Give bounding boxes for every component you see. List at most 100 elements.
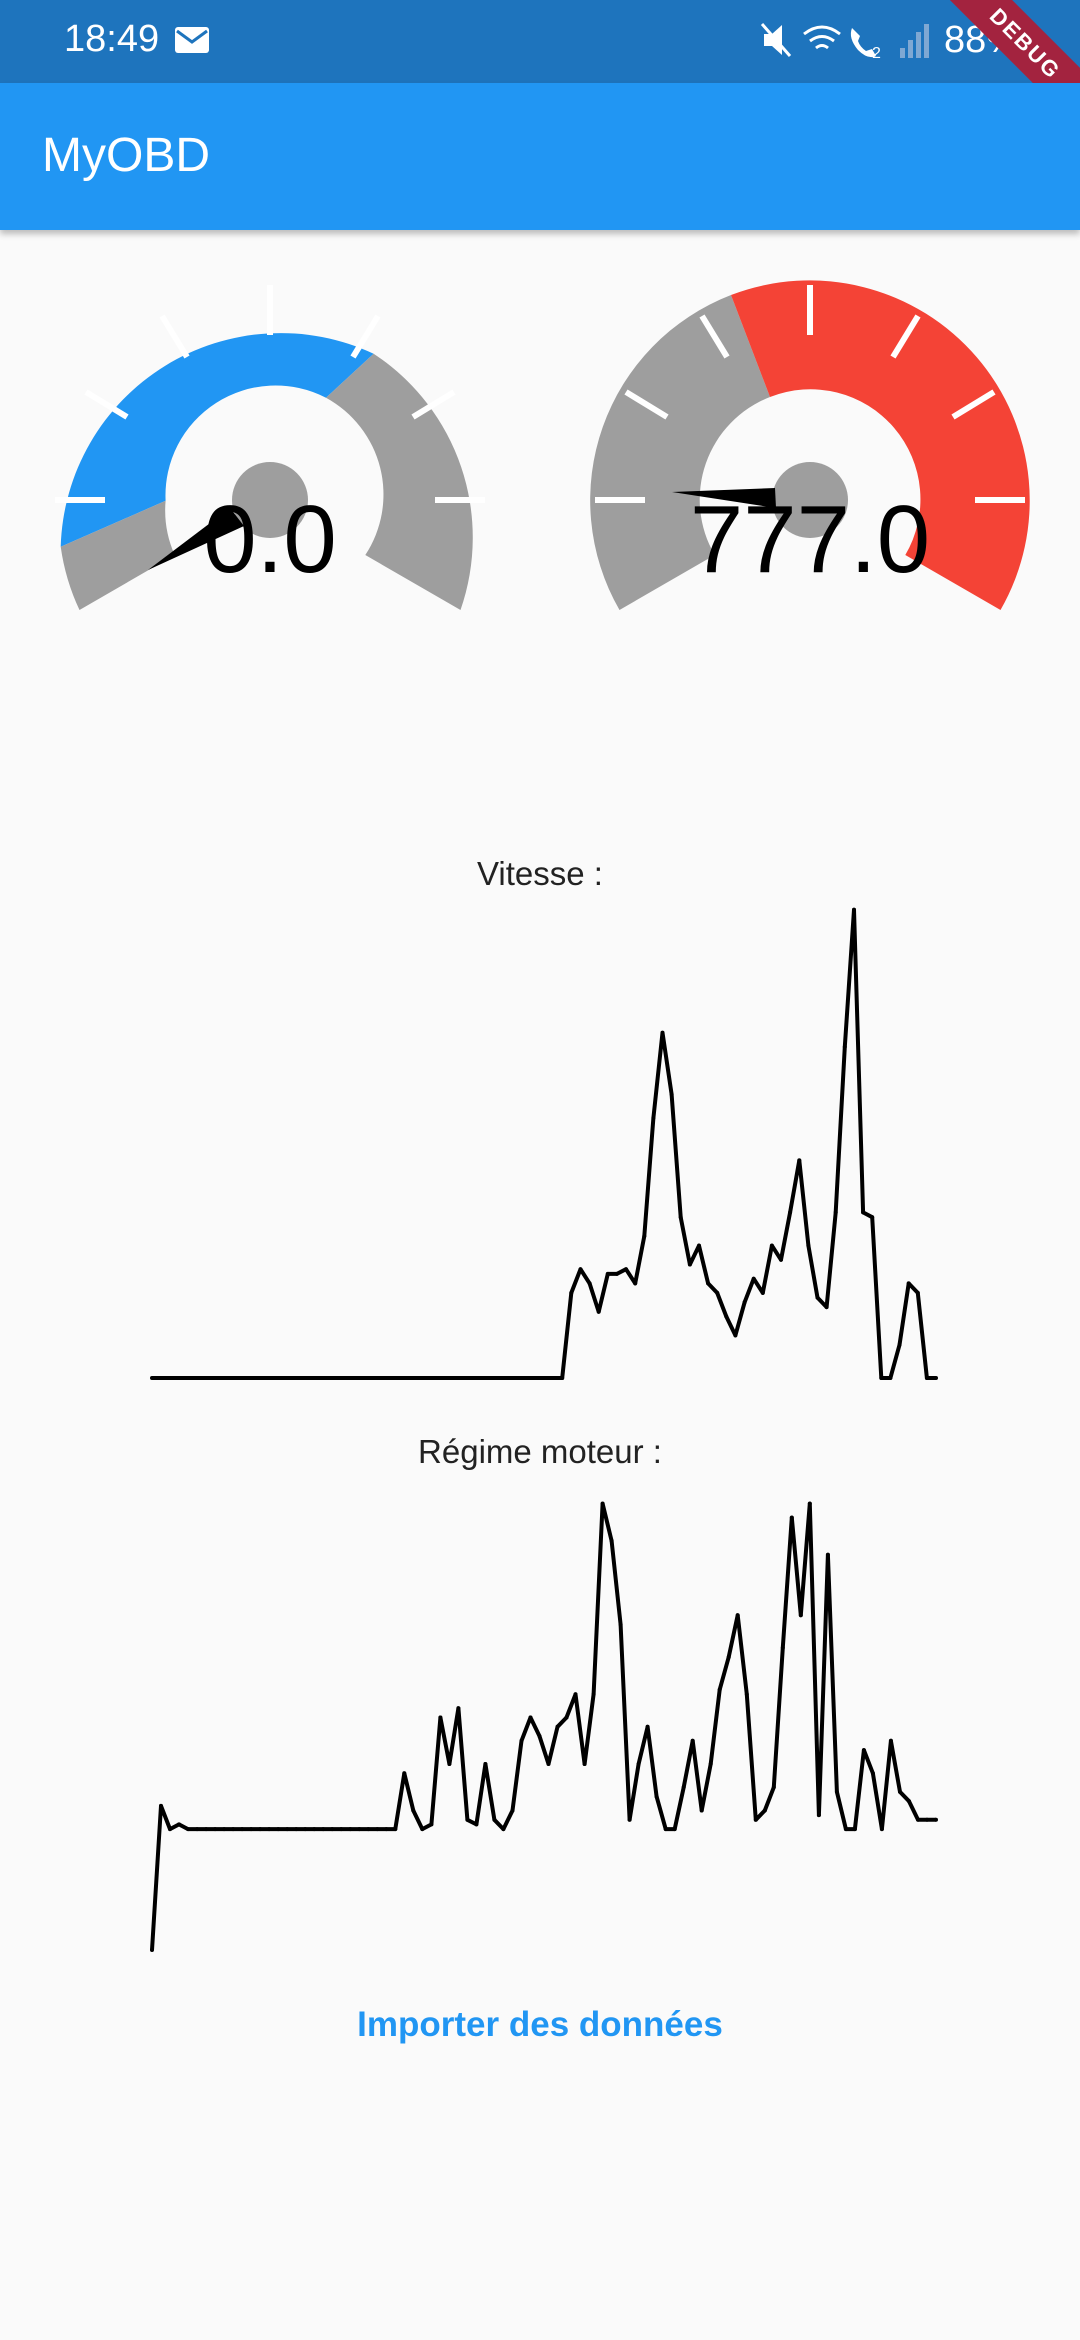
speed-chart-point xyxy=(259,1376,264,1380)
rpm-chart-point xyxy=(348,1827,353,1832)
speed-chart-point xyxy=(286,1376,291,1380)
speed-chart-point xyxy=(596,1309,601,1314)
speed-chart-point xyxy=(678,1215,683,1220)
rpm-chart-point xyxy=(870,1771,875,1776)
rpm-gauge: 777.0 xyxy=(580,270,1040,630)
speed-chart-point xyxy=(578,1267,583,1272)
rpm-chart-point xyxy=(231,1827,236,1832)
rpm-chart-point xyxy=(267,1827,272,1832)
speed-chart-point xyxy=(396,1376,401,1380)
speed-gauge-needle xyxy=(148,508,244,570)
rpm-chart-point xyxy=(465,1817,470,1822)
wifi-call-icon: 2 xyxy=(850,28,881,62)
rpm-chart-point xyxy=(555,1724,560,1729)
rpm-chart-point xyxy=(294,1827,299,1832)
wifi-icon xyxy=(803,25,841,50)
speed-chart-point xyxy=(496,1376,501,1380)
speed-chart-point xyxy=(724,1314,729,1319)
speed-chart-point xyxy=(915,1290,920,1295)
rpm-chart-point xyxy=(771,1785,776,1790)
speed-chart-point xyxy=(642,1234,647,1239)
speed-chart-point xyxy=(815,1295,820,1300)
speed-chart-point xyxy=(806,1243,811,1248)
speed-chart-point xyxy=(350,1376,355,1380)
speed-chart-point xyxy=(387,1376,391,1380)
speed-chart-point xyxy=(487,1376,492,1380)
rpm-chart-point xyxy=(609,1538,614,1543)
speed-chart-point xyxy=(414,1376,419,1380)
speed-chart-point xyxy=(186,1376,191,1380)
speed-chart-point xyxy=(314,1376,319,1380)
speed-chart-point xyxy=(888,1376,893,1380)
rpm-chart-point xyxy=(699,1808,704,1813)
rpm-chart-point xyxy=(249,1827,254,1832)
import-data-button[interactable]: Importer des données xyxy=(357,2005,723,2044)
speed-gauge-hub xyxy=(232,462,308,538)
rpm-chart-title: Régime moteur : xyxy=(418,1433,662,1470)
speed-chart-point xyxy=(760,1290,765,1295)
rpm-chart-point xyxy=(816,1813,821,1818)
speed-chart-point xyxy=(232,1376,236,1380)
speed-chart-point xyxy=(687,1262,692,1267)
svg-text:2: 2 xyxy=(872,45,881,62)
rpm-chart-point xyxy=(888,1738,893,1743)
rpm-chart-point xyxy=(312,1827,317,1832)
speed-chart-point xyxy=(368,1376,373,1380)
speed-chart-point xyxy=(241,1376,246,1380)
rpm-chart-point xyxy=(240,1827,245,1832)
rpm-chart-point xyxy=(492,1817,497,1822)
rpm-chart-point xyxy=(420,1827,425,1832)
rpm-chart-point xyxy=(546,1762,551,1766)
rpm-chart-point xyxy=(591,1692,596,1697)
rpm-chart-point xyxy=(204,1827,209,1832)
rpm-chart-point xyxy=(537,1734,542,1739)
rpm-chart-point xyxy=(916,1817,920,1822)
speed-chart-point xyxy=(614,1271,619,1276)
status-time: 18:49 xyxy=(64,18,160,60)
rpm-chart-point xyxy=(357,1827,362,1832)
speed-chart-title: Vitesse : xyxy=(477,855,603,892)
rpm-chart-point xyxy=(321,1827,326,1832)
speed-chart-point xyxy=(295,1376,300,1380)
rpm-chart-point xyxy=(402,1771,407,1776)
rpm-chart-point xyxy=(681,1785,686,1790)
rpm-chart-point xyxy=(636,1762,641,1766)
rpm-chart-series-line xyxy=(150,1501,936,1951)
rpm-chart-point xyxy=(474,1822,479,1827)
speed-chart-point xyxy=(332,1376,337,1380)
speed-chart-point xyxy=(879,1376,884,1380)
speed-chart-point xyxy=(423,1376,428,1380)
speed-chart-point xyxy=(542,1376,546,1380)
rpm-chart-point xyxy=(411,1808,416,1813)
rpm-chart-point xyxy=(717,1687,722,1692)
speed-chart-point xyxy=(213,1376,218,1380)
rpm-chart-point xyxy=(168,1827,172,1832)
rpm-chart-point xyxy=(393,1827,398,1832)
speed-chart-point xyxy=(341,1376,346,1380)
rpm-chart-point xyxy=(429,1822,434,1827)
rpm-chart-point xyxy=(456,1706,461,1711)
rpm-chart-point xyxy=(934,1817,938,1822)
rpm-chart-point xyxy=(825,1552,830,1557)
speed-gauge-ticks xyxy=(55,285,485,503)
speed-value: 0.0 xyxy=(203,486,337,593)
speed-chart-point xyxy=(733,1333,738,1338)
speed-chart-point xyxy=(305,1376,309,1380)
mail-icon xyxy=(175,27,209,53)
speed-chart-point xyxy=(897,1342,902,1347)
speed-chart-point xyxy=(742,1300,747,1305)
rpm-chart-point xyxy=(519,1738,524,1743)
speed-chart-point xyxy=(842,1044,847,1049)
speed-chart-point xyxy=(195,1376,200,1380)
app-title: MyOBD xyxy=(42,129,210,182)
rpm-chart-point xyxy=(339,1827,344,1832)
rpm-chart-point xyxy=(744,1692,749,1697)
rpm-chart-point xyxy=(285,1827,290,1832)
speed-chart-point xyxy=(469,1376,474,1380)
speed-chart-point xyxy=(323,1376,328,1380)
speed-gauge: 0.0 xyxy=(40,270,500,630)
rpm-value: 777.0 xyxy=(689,486,931,593)
speed-chart-point xyxy=(605,1271,610,1276)
speed-chart-point xyxy=(587,1281,592,1286)
rpm-chart-point xyxy=(582,1762,587,1766)
